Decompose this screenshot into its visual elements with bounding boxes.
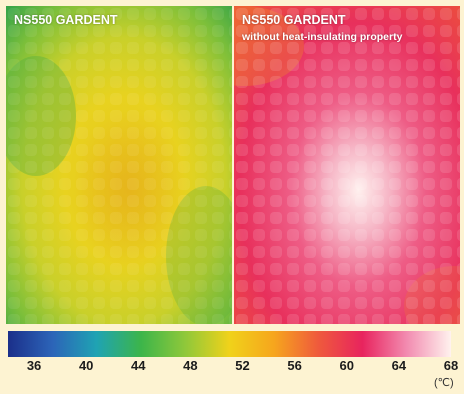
thermal-map-right xyxy=(234,6,460,324)
scale-tick-36: 36 xyxy=(26,358,42,373)
panel-title-left: NS550 GARDENT xyxy=(14,13,118,27)
thermal-image-insulated: NS550 GARDENT xyxy=(6,6,232,324)
scale-tick-60: 60 xyxy=(339,358,354,373)
scale-tick-40: 40 xyxy=(78,358,94,373)
scale-unit-label: (℃) xyxy=(434,377,454,389)
scale-tick-52: 52 xyxy=(235,358,250,373)
temperature-color-scale xyxy=(8,331,451,357)
scale-tick-56: 56 xyxy=(287,358,302,373)
thermal-image-non-insulated: NS550 GARDENT without heat-insulating pr… xyxy=(234,6,460,324)
scale-tick-68: 68 xyxy=(443,358,459,373)
scale-tick-64: 64 xyxy=(391,358,407,373)
panel-title-right: NS550 GARDENT xyxy=(242,13,346,27)
panel-subtitle-right: without heat-insulating property xyxy=(242,31,403,43)
scale-tick-labels: 36 40 44 48 52 56 60 64 68 xyxy=(0,358,464,378)
thermal-map-left xyxy=(6,6,232,324)
scale-tick-48: 48 xyxy=(183,358,198,373)
scale-tick-44: 44 xyxy=(131,358,146,373)
